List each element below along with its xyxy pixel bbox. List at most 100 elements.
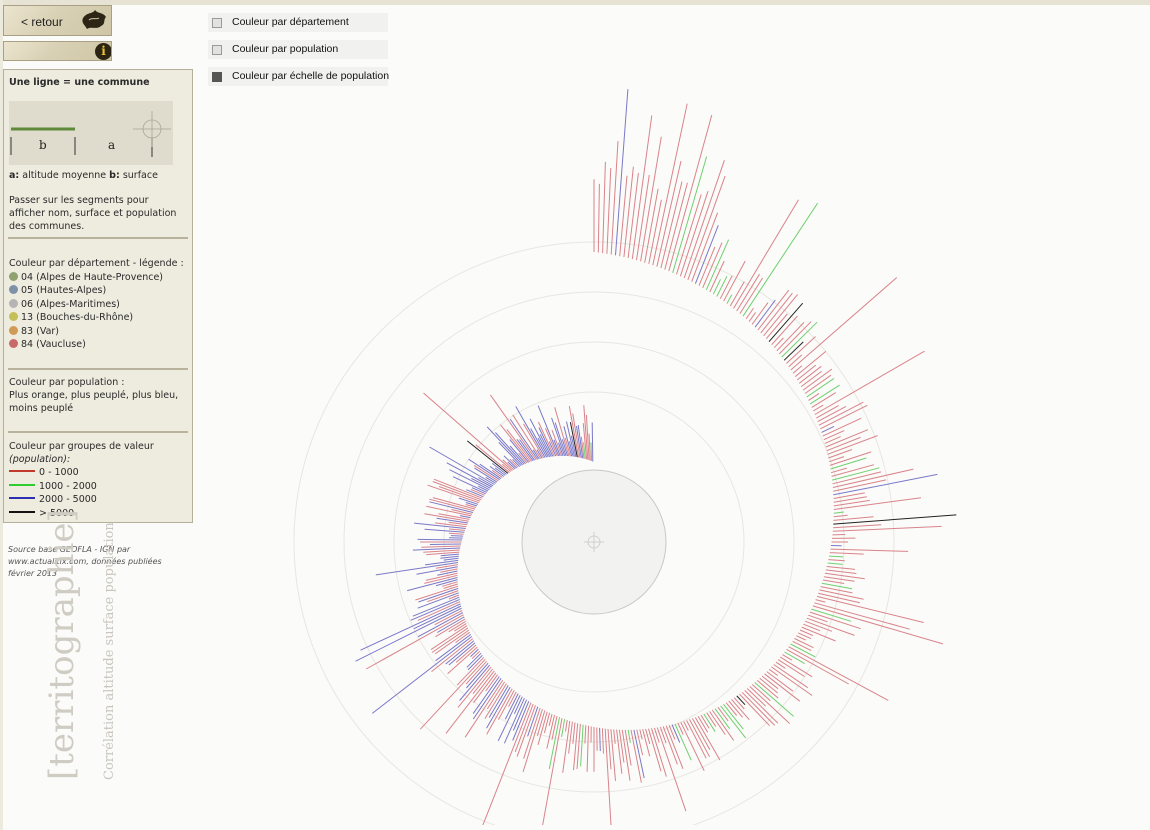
- commune-segment: [833, 514, 957, 525]
- commune-segment: [495, 432, 525, 465]
- commune-segment: [760, 292, 793, 334]
- commune-segment: [830, 457, 867, 470]
- commune-segment: [573, 723, 579, 771]
- back-button[interactable]: < retour: [3, 5, 112, 36]
- commune-segment: [821, 582, 853, 590]
- commune-segment: [472, 678, 502, 720]
- commune-segment: [739, 277, 764, 314]
- source-credit: Source base GEOFLA - IGN par www.actuali…: [8, 545, 162, 578]
- commune-segment: [485, 476, 496, 484]
- departement-legend-label: 84 (Vaucluse): [21, 339, 86, 350]
- commune-segment: [811, 392, 837, 408]
- commune-segment: [832, 525, 942, 532]
- commune-segment: [644, 188, 659, 263]
- commune-segment: [584, 725, 587, 744]
- commune-segment: [694, 717, 721, 761]
- groupe-legend-label: 2000 - 5000: [39, 494, 97, 505]
- commune-segment: [824, 572, 865, 580]
- commune-segment: [739, 693, 770, 727]
- commune-segment: [466, 440, 509, 474]
- commune-segment: [455, 644, 477, 663]
- commune-segment: [450, 535, 464, 537]
- departement-legend-item: 04 (Alpes de Haute-Provence): [9, 271, 187, 285]
- checkbox-population[interactable]: [212, 45, 222, 55]
- commune-segment: [613, 729, 616, 744]
- commune-segment: [514, 703, 534, 753]
- commune-segment: [679, 191, 709, 277]
- commune-segment: [802, 368, 833, 391]
- commune-segment: [355, 607, 462, 662]
- commune-segment: [479, 463, 502, 480]
- commune-segment: [449, 528, 466, 531]
- commune-segment: [702, 242, 723, 288]
- commune-segment: [824, 436, 841, 444]
- commune-segment: [569, 422, 578, 458]
- checkbox-echelle[interactable]: [212, 72, 222, 82]
- toggle-color-departement[interactable]: Couleur par département: [208, 13, 388, 32]
- commune-segment: [648, 728, 662, 772]
- commune-segment: [570, 435, 577, 458]
- commune-segment: [443, 583, 458, 589]
- commune-segment: [714, 708, 731, 729]
- commune-segment: [806, 377, 835, 398]
- commune-segment: [424, 559, 459, 566]
- commune-segment: [705, 239, 730, 291]
- commune-segment: [436, 517, 468, 524]
- commune-segment: [619, 175, 628, 257]
- color-swatch-icon: [9, 312, 18, 321]
- commune-segment: [792, 640, 812, 652]
- departement-legend-item: 13 (Bouches-du-Rhône): [9, 311, 187, 325]
- commune-segment: [566, 421, 575, 457]
- info-button[interactable]: i: [3, 41, 112, 61]
- commune-segment: [474, 467, 498, 483]
- commune-segment: [607, 728, 612, 770]
- commune-segment: [776, 322, 805, 352]
- commune-segment: [759, 677, 779, 694]
- commune-segment: [602, 161, 606, 254]
- commune-segment: [477, 485, 489, 492]
- commune-segment: [636, 729, 644, 756]
- commune-segment: [829, 555, 844, 558]
- commune-segment: [432, 497, 476, 510]
- toggle-label-echelle: Couleur par échelle de population: [232, 70, 390, 82]
- commune-segment: [543, 712, 551, 734]
- checkbox-departement[interactable]: [212, 18, 222, 28]
- toggle-color-population[interactable]: Couleur par population: [208, 40, 388, 59]
- commune-segment: [568, 406, 580, 458]
- legend-hover-help: Passer sur les segments pour afficher no…: [9, 195, 177, 232]
- commune-segment: [821, 425, 835, 433]
- commune-segment: [530, 428, 548, 458]
- commune-segment: [430, 625, 468, 651]
- commune-segment: [786, 336, 816, 364]
- legend-departement: Couleur par département - légende : 04 (…: [9, 257, 187, 352]
- commune-segment: [819, 589, 864, 600]
- commune-segment: [804, 374, 832, 394]
- commune-segment: [697, 716, 709, 733]
- commune-segment: [551, 429, 563, 457]
- commune-segment: [601, 728, 604, 754]
- toggle-color-echelle[interactable]: Couleur par échelle de population: [208, 67, 390, 86]
- commune-segment: [536, 710, 546, 737]
- population-text: Plus orange, plus peuplé, plus bleu, moi…: [9, 390, 179, 414]
- commune-segment: [427, 484, 480, 504]
- commune-segment: [424, 528, 465, 533]
- commune-segment: [814, 350, 925, 415]
- commune-segment: [633, 729, 645, 779]
- commune-segment: [709, 260, 725, 293]
- commune-segment: [748, 312, 757, 322]
- commune-segment: [797, 632, 812, 640]
- commune-segment: [694, 225, 719, 284]
- commune-segment: [529, 418, 551, 458]
- commune-segment: [827, 562, 843, 565]
- commune-segment: [691, 212, 719, 282]
- commune-segment: [568, 441, 574, 457]
- commune-segment: [726, 294, 733, 304]
- commune-segment: [773, 664, 809, 689]
- legend-diagram: b a: [9, 101, 173, 165]
- commune-segment: [466, 662, 489, 689]
- commune-segment: [746, 688, 767, 707]
- commune-segment: [435, 564, 458, 569]
- commune-segment: [472, 676, 500, 714]
- commune-segment: [771, 315, 798, 346]
- commune-segment: [447, 646, 478, 675]
